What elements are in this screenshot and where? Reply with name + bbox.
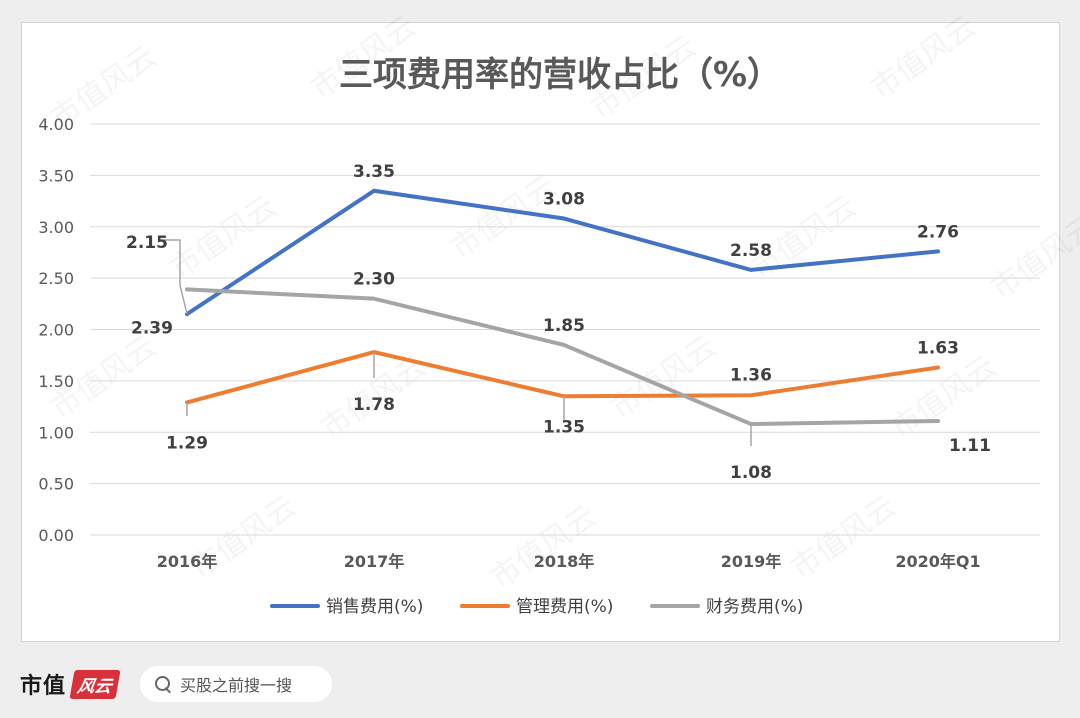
data-label: 1.63 [917, 339, 959, 359]
data-label: 1.85 [543, 316, 585, 336]
data-label: 1.08 [730, 463, 772, 483]
watermark-text: 市值风云 [165, 189, 283, 286]
y-gridlines [90, 123, 1040, 536]
y-tick-label: 0.00 [38, 526, 74, 545]
y-tick-label: 0.50 [38, 475, 74, 494]
data-label: 1.36 [730, 365, 772, 385]
y-tick-label: 3.00 [38, 218, 74, 237]
data-label: 1.35 [543, 417, 585, 437]
brand-mark: 风云 [69, 669, 121, 699]
x-tick-labels: 2016年 2017年 2018年 2019年 2020年Q1 [157, 552, 981, 571]
watermark-text: 市值风云 [185, 489, 303, 586]
brand-text: 市值 [20, 674, 67, 699]
series-line [185, 188, 940, 317]
data-label: 3.35 [353, 162, 395, 182]
data-label: 1.11 [949, 436, 991, 456]
legend-label: 销售费用(%) [326, 597, 423, 617]
series-line [185, 350, 940, 405]
search-button[interactable]: 买股之前搜一搜 [140, 666, 332, 702]
watermark-text: 市值风云 [445, 169, 563, 266]
label-leader-lines [160, 239, 752, 446]
x-tick-label: 2018年 [534, 552, 595, 571]
chart-title: 三项费用率的营收占比（%） [339, 55, 781, 95]
y-tick-label: 2.50 [38, 269, 74, 288]
brand-logo: 市值 风云 [20, 668, 121, 700]
x-tick-label: 2020年Q1 [895, 552, 980, 571]
y-tick-label: 2.00 [38, 321, 74, 340]
y-tick-label: 1.50 [38, 372, 74, 391]
data-labels: 2.15 3.35 3.08 2.58 2.76 1.29 1.78 1.35 1.36 1.63… [126, 162, 991, 483]
legend: 销售费用(%) 管理费用(%) 财务费用(%) [270, 597, 803, 617]
search-text: 买股之前搜一搜 [180, 676, 293, 695]
footer-bar: 市值 风云 买股之前搜一搜 [0, 650, 1080, 718]
x-tick-label: 2017年 [344, 552, 405, 571]
legend-label: 财务费用(%) [706, 597, 803, 617]
data-label: 2.30 [353, 270, 395, 290]
data-label: 2.39 [131, 318, 173, 338]
data-label: 3.08 [543, 190, 585, 210]
watermark-text: 市值风云 [485, 499, 603, 596]
watermark-text: 市值风云 [985, 209, 1080, 306]
x-tick-label: 2016年 [157, 552, 218, 571]
watermark-text: 市值风云 [865, 9, 983, 106]
data-label: 2.15 [126, 233, 168, 253]
watermark-text: 市值风云 [605, 329, 723, 426]
y-tick-labels: 0.00 0.50 1.00 1.50 2.00 2.50 3.00 3.50 4.00 [38, 115, 74, 545]
search-icon [154, 675, 172, 693]
watermark-text: 市值风云 [785, 489, 903, 586]
data-label: 2.58 [730, 241, 772, 261]
leader-line [160, 239, 188, 315]
data-label: 1.78 [353, 395, 395, 415]
y-tick-label: 1.00 [38, 423, 74, 442]
y-tick-label: 3.50 [38, 166, 74, 185]
y-tick-label: 4.00 [38, 115, 74, 134]
legend-label: 管理费用(%) [516, 597, 613, 617]
data-label: 1.29 [166, 433, 208, 453]
data-label: 2.76 [917, 222, 959, 242]
series-line [185, 287, 940, 427]
chart-card [21, 22, 1060, 642]
watermark-text: 市值风云 [745, 189, 863, 286]
x-tick-label: 2019年 [721, 552, 782, 571]
